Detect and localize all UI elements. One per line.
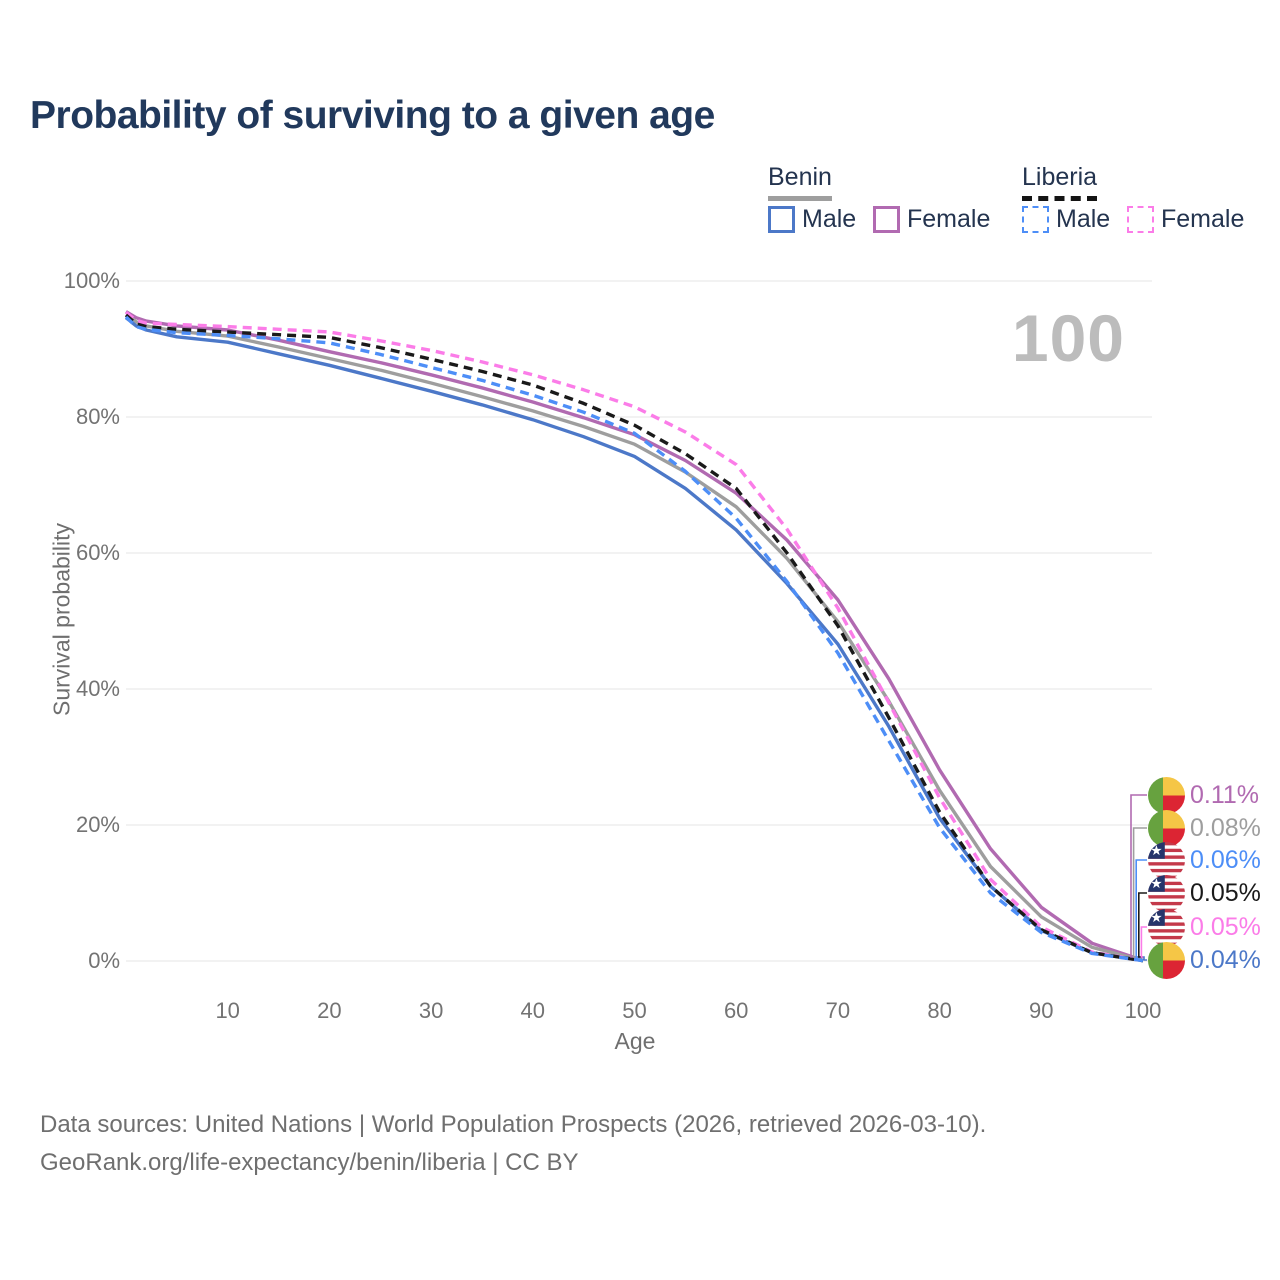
footer-sources-line: Data sources: United Nations | World Pop… (40, 1111, 987, 1138)
x-tick-label: 60 (723, 998, 749, 1023)
end-value: 0.08% (1190, 813, 1261, 842)
footer-note: Data sources: United Nations | World Pop… (40, 1106, 986, 1182)
legend-label-benin-male: Male (802, 205, 857, 233)
end-label-benin: 0.08% (1148, 809, 1261, 847)
y-tick-label: 0% (88, 948, 120, 973)
leader-line (1143, 956, 1147, 961)
benin-female-swatch-icon[interactable] (873, 206, 900, 233)
x-tick-label: 100 (1124, 998, 1162, 1023)
legend-label-liberia-female: Female (1161, 205, 1245, 233)
end-label-liberia-male: 0.06% (1148, 841, 1261, 879)
end-value: 0.04% (1190, 945, 1261, 974)
footer-link-line: GeoRank.org/life-expectancy/benin/liberi… (40, 1149, 579, 1176)
end-value: 0.05% (1190, 878, 1261, 907)
benin-male-swatch-icon[interactable] (768, 206, 795, 233)
series-line-benin-total[interactable] (125, 313, 1144, 963)
liberia-flag-icon (1148, 874, 1185, 912)
hover-age-readout: 100 (1011, 301, 1125, 375)
leader-line (1138, 892, 1147, 958)
x-tick-label: 70 (825, 998, 851, 1023)
end-label-benin-female: 0.11% (1148, 776, 1260, 814)
x-tick-label: 80 (927, 998, 952, 1023)
end-label-liberia-female: 0.05% (1148, 908, 1261, 946)
series-line-liberia-female[interactable] (124, 310, 1144, 963)
series-line-liberia-total[interactable] (124, 313, 1144, 963)
liberia-flag-icon (1148, 908, 1185, 946)
x-axis-title: Age (614, 1028, 656, 1054)
legend-item-benin-female[interactable]: Female (873, 205, 990, 234)
end-label-benin-male: 0.04% (1148, 941, 1261, 979)
series-line-benin-male[interactable] (124, 316, 1144, 963)
legend-label-benin-female: Female (907, 205, 991, 233)
x-tick-label: 50 (622, 998, 647, 1023)
x-tick-label: 10 (215, 998, 240, 1023)
y-tick-label: 80% (75, 404, 120, 429)
end-value: 0.06% (1190, 845, 1261, 874)
end-label-liberia: 0.05% (1148, 874, 1261, 912)
end-value: 0.05% (1190, 912, 1261, 941)
y-tick-label: 100% (63, 268, 120, 293)
y-tick-label: 40% (75, 676, 120, 701)
benin-flag-icon (1148, 941, 1185, 979)
x-tick-label: 90 (1029, 998, 1054, 1023)
y-tick-label: 60% (75, 540, 120, 565)
benin-flag-icon (1148, 776, 1185, 814)
leader-line (1140, 926, 1147, 958)
x-tick-label: 30 (418, 998, 444, 1023)
page-title: Probability of surviving to a given age (30, 94, 715, 137)
legend-group-benin[interactable]: Benin (768, 163, 832, 201)
legend-item-benin-male[interactable]: Male (768, 205, 856, 234)
x-tick-label: 20 (317, 998, 342, 1023)
liberia-male-swatch-icon[interactable] (1022, 206, 1049, 233)
liberia-flag-icon (1148, 841, 1185, 879)
x-tick-label: 40 (520, 998, 546, 1023)
legend-group-liberia[interactable]: Liberia (1022, 163, 1098, 201)
y-tick-label: 20% (75, 812, 120, 837)
liberia-female-swatch-icon[interactable] (1127, 206, 1154, 233)
legend-label-liberia-male: Male (1056, 205, 1111, 233)
end-value: 0.11% (1190, 780, 1260, 809)
legend-item-liberia-male[interactable]: Male (1022, 205, 1110, 234)
legend-item-liberia-female[interactable]: Female (1127, 205, 1244, 234)
series-line-liberia-male[interactable] (124, 315, 1144, 963)
series-line-benin-female[interactable] (125, 310, 1144, 962)
